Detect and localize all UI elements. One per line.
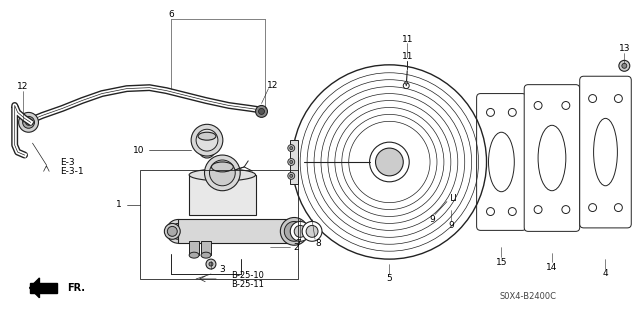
- Circle shape: [404, 81, 408, 84]
- FancyBboxPatch shape: [580, 76, 631, 228]
- Circle shape: [209, 160, 236, 186]
- Circle shape: [291, 221, 310, 241]
- Circle shape: [26, 119, 31, 125]
- Bar: [179, 219, 292, 243]
- Text: 5: 5: [387, 274, 392, 284]
- Text: 11: 11: [401, 34, 413, 44]
- Circle shape: [290, 174, 292, 177]
- Circle shape: [294, 226, 306, 237]
- Text: FR.: FR.: [67, 283, 85, 293]
- Text: 2: 2: [293, 243, 299, 252]
- Bar: [140, 170, 298, 279]
- Text: S0X4-B2400C: S0X4-B2400C: [500, 292, 557, 301]
- Circle shape: [306, 226, 318, 237]
- Circle shape: [199, 142, 215, 158]
- Circle shape: [206, 259, 216, 269]
- Text: B-25-11: B-25-11: [231, 280, 264, 289]
- Circle shape: [255, 106, 268, 117]
- Circle shape: [259, 108, 264, 115]
- Bar: [201, 241, 211, 255]
- Circle shape: [170, 223, 186, 239]
- Ellipse shape: [189, 252, 199, 258]
- Text: 1: 1: [116, 200, 122, 209]
- Circle shape: [166, 219, 190, 243]
- Circle shape: [205, 155, 240, 191]
- Text: 13: 13: [619, 44, 630, 54]
- Circle shape: [288, 145, 295, 152]
- Circle shape: [191, 124, 223, 156]
- Text: 10: 10: [133, 145, 145, 155]
- FancyBboxPatch shape: [524, 85, 580, 231]
- Text: 9: 9: [448, 221, 454, 230]
- Circle shape: [302, 221, 322, 241]
- Text: E-3: E-3: [60, 159, 75, 167]
- Text: 12: 12: [17, 82, 28, 91]
- Circle shape: [290, 160, 292, 163]
- Circle shape: [196, 129, 218, 151]
- Circle shape: [22, 116, 35, 128]
- Text: 7: 7: [295, 239, 301, 248]
- Text: 6: 6: [168, 10, 174, 19]
- Polygon shape: [29, 278, 40, 298]
- Polygon shape: [29, 283, 58, 293]
- Circle shape: [619, 60, 630, 71]
- Ellipse shape: [211, 162, 233, 172]
- Circle shape: [376, 148, 403, 176]
- Bar: [189, 175, 255, 214]
- Text: 14: 14: [547, 263, 557, 271]
- Text: 8: 8: [315, 239, 321, 248]
- Circle shape: [288, 172, 295, 179]
- Ellipse shape: [189, 169, 255, 181]
- Ellipse shape: [198, 132, 216, 140]
- Text: 4: 4: [603, 270, 608, 278]
- Text: E-3-1: E-3-1: [60, 167, 84, 176]
- Circle shape: [280, 218, 308, 245]
- Circle shape: [164, 223, 180, 239]
- Text: 12: 12: [267, 81, 278, 90]
- Bar: [291, 140, 298, 184]
- Ellipse shape: [201, 252, 211, 258]
- Text: B-25-10: B-25-10: [231, 271, 264, 280]
- Circle shape: [209, 262, 213, 266]
- Circle shape: [284, 221, 304, 241]
- Text: 15: 15: [495, 258, 507, 267]
- Circle shape: [290, 147, 292, 150]
- Circle shape: [622, 63, 627, 68]
- Text: 11: 11: [401, 52, 413, 61]
- FancyBboxPatch shape: [477, 93, 526, 230]
- Circle shape: [19, 112, 38, 132]
- Circle shape: [167, 226, 177, 236]
- Circle shape: [288, 159, 295, 166]
- Text: 9: 9: [429, 215, 435, 224]
- Text: 3: 3: [219, 264, 225, 273]
- Bar: [189, 241, 199, 255]
